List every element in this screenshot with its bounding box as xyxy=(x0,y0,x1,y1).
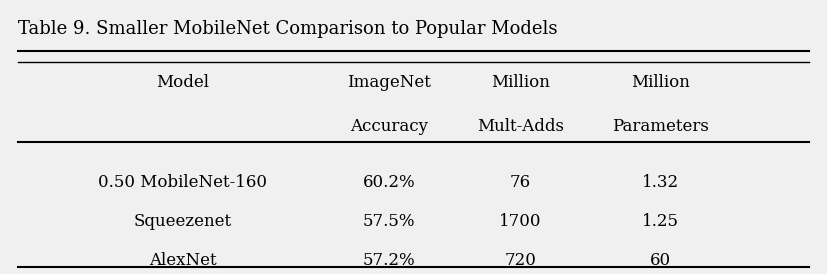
Text: AlexNet: AlexNet xyxy=(149,252,217,269)
Text: Million: Million xyxy=(491,74,550,91)
Text: ImageNet: ImageNet xyxy=(347,74,431,91)
Text: Accuracy: Accuracy xyxy=(350,118,428,135)
Text: 60.2%: 60.2% xyxy=(362,174,415,191)
Text: 57.5%: 57.5% xyxy=(362,213,415,230)
Text: 1700: 1700 xyxy=(500,213,542,230)
Text: Parameters: Parameters xyxy=(612,118,710,135)
Text: Million: Million xyxy=(631,74,691,91)
Text: Model: Model xyxy=(156,74,209,91)
Text: 60: 60 xyxy=(650,252,672,269)
Text: Mult-Adds: Mult-Adds xyxy=(477,118,564,135)
Text: 0.50 MobileNet-160: 0.50 MobileNet-160 xyxy=(98,174,267,191)
Text: 76: 76 xyxy=(510,174,531,191)
Text: Table 9. Smaller MobileNet Comparison to Popular Models: Table 9. Smaller MobileNet Comparison to… xyxy=(18,20,557,38)
Text: 720: 720 xyxy=(504,252,537,269)
Text: 1.32: 1.32 xyxy=(643,174,679,191)
Text: 57.2%: 57.2% xyxy=(362,252,415,269)
Text: 1.25: 1.25 xyxy=(643,213,679,230)
Text: Squeezenet: Squeezenet xyxy=(134,213,232,230)
